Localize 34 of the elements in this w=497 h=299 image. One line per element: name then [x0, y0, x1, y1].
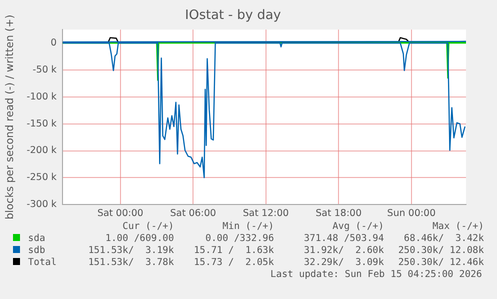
text: 151.53k/ 3.19k	[87, 245, 174, 257]
text: 15.71 / 1.63k	[192, 245, 274, 257]
chart-title: IOstat - by day	[185, 8, 282, 24]
text: 0.00 /332.96	[204, 233, 274, 245]
y-tick-label: -100 k	[26, 91, 58, 102]
legend-label: sdb	[28, 245, 46, 257]
y-tick-label: -200 k	[26, 145, 58, 156]
text: Cur (-/+)	[122, 221, 174, 233]
x-tick-label: Sat 12:00	[242, 208, 289, 219]
text: 1.00 /609.00	[104, 233, 174, 245]
text: Max (-/+)	[432, 221, 484, 233]
text: 250.30k/ 12.46k	[397, 257, 484, 269]
text: 371.48 /503.94	[302, 233, 384, 245]
text: 68.46k/ 3.42k	[402, 233, 484, 245]
x-tick-label: Sun 00:00	[387, 208, 436, 219]
x-tick-label: Sat 18:00	[316, 208, 362, 219]
y-tick-label: -300 k	[26, 199, 58, 210]
y-axis-title: blocks per second read (-) / written (+)	[4, 14, 16, 220]
text: 32.29k/ 3.09k	[302, 257, 384, 269]
text: 250.30k/ 12.08k	[397, 245, 484, 257]
text: 31.92k/ 2.60k	[302, 245, 384, 257]
x-tick-label: Sat 00:00	[97, 208, 144, 219]
legend-label: Total	[28, 257, 58, 269]
text: Last update: Sun Feb 15 04:25:00 2026	[270, 269, 482, 280]
y-tick-label: -50 k	[32, 64, 58, 76]
text: 151.53k/ 3.78k	[87, 257, 174, 269]
y-tick-label: 0	[50, 38, 57, 49]
text: Avg (-/+)	[332, 221, 384, 233]
y-tick-label: -250 k	[26, 172, 58, 184]
text: Min (-/+)	[222, 221, 274, 233]
y-tick-label: -150 k	[26, 118, 58, 130]
legend-label: sda	[28, 233, 46, 245]
text: 15.73 / 2.05k	[192, 257, 274, 269]
x-tick-label: Sat 06:00	[170, 208, 216, 219]
